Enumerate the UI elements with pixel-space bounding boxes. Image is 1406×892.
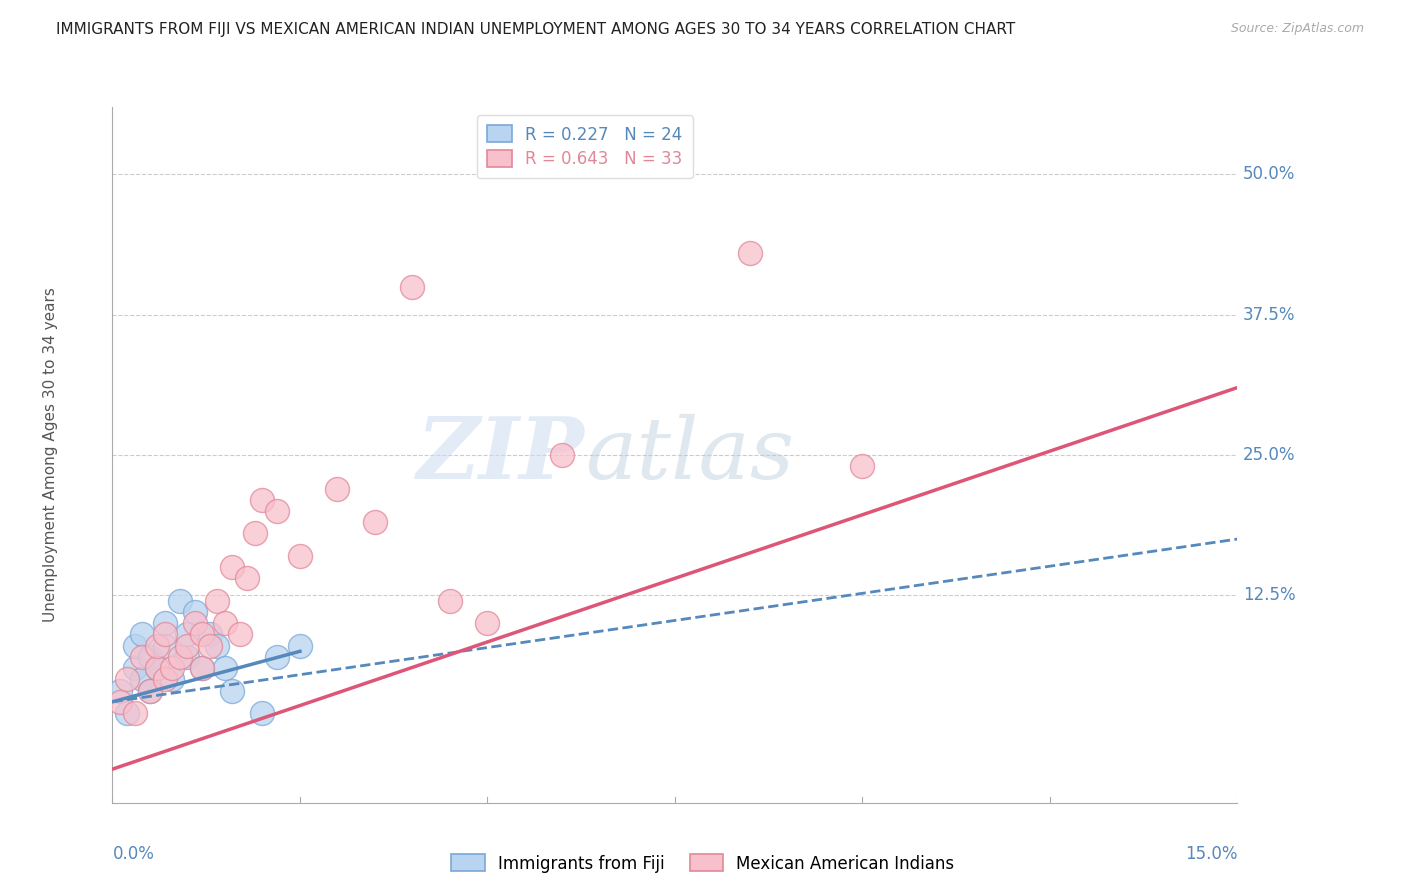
Point	[146, 661, 169, 675]
Point	[551, 448, 574, 462]
Point	[198, 639, 221, 653]
Text: 15.0%: 15.0%	[1185, 845, 1237, 863]
Text: 50.0%: 50.0%	[1243, 165, 1295, 184]
Point	[477, 616, 499, 631]
Text: 12.5%: 12.5%	[1243, 586, 1295, 604]
Point	[326, 482, 349, 496]
Point	[229, 627, 252, 641]
Point	[214, 661, 236, 675]
Point	[851, 459, 873, 474]
Point	[124, 661, 146, 675]
Point	[131, 673, 153, 687]
Point	[139, 649, 162, 664]
Point	[139, 683, 162, 698]
Legend: R = 0.227   N = 24, R = 0.643   N = 33: R = 0.227 N = 24, R = 0.643 N = 33	[477, 115, 693, 178]
Point	[153, 627, 176, 641]
Point	[198, 627, 221, 641]
Point	[214, 616, 236, 631]
Point	[153, 673, 176, 687]
Point	[184, 605, 207, 619]
Text: Source: ZipAtlas.com: Source: ZipAtlas.com	[1230, 22, 1364, 36]
Text: 37.5%: 37.5%	[1243, 306, 1295, 324]
Point	[243, 526, 266, 541]
Point	[221, 683, 243, 698]
Point	[124, 706, 146, 720]
Point	[364, 515, 387, 529]
Point	[236, 571, 259, 585]
Point	[169, 649, 191, 664]
Point	[191, 627, 214, 641]
Point	[176, 627, 198, 641]
Point	[176, 639, 198, 653]
Point	[252, 706, 274, 720]
Point	[288, 549, 311, 563]
Point	[108, 683, 131, 698]
Point	[401, 279, 423, 293]
Point	[108, 695, 131, 709]
Point	[162, 673, 184, 687]
Point	[191, 661, 214, 675]
Point	[252, 492, 274, 507]
Point	[131, 649, 153, 664]
Legend: Immigrants from Fiji, Mexican American Indians: Immigrants from Fiji, Mexican American I…	[444, 847, 962, 880]
Text: IMMIGRANTS FROM FIJI VS MEXICAN AMERICAN INDIAN UNEMPLOYMENT AMONG AGES 30 TO 34: IMMIGRANTS FROM FIJI VS MEXICAN AMERICAN…	[56, 22, 1015, 37]
Point	[288, 639, 311, 653]
Text: atlas: atlas	[585, 414, 794, 496]
Point	[139, 683, 162, 698]
Point	[117, 673, 139, 687]
Point	[124, 639, 146, 653]
Point	[169, 594, 191, 608]
Point	[146, 661, 169, 675]
Point	[184, 616, 207, 631]
Text: 25.0%: 25.0%	[1243, 446, 1295, 464]
Point	[146, 639, 169, 653]
Point	[153, 616, 176, 631]
Point	[153, 639, 176, 653]
Point	[207, 594, 229, 608]
Point	[176, 649, 198, 664]
Point	[266, 649, 288, 664]
Point	[266, 504, 288, 518]
Point	[191, 661, 214, 675]
Point	[221, 560, 243, 574]
Point	[117, 706, 139, 720]
Point	[162, 661, 184, 675]
Point	[439, 594, 461, 608]
Point	[207, 639, 229, 653]
Text: 0.0%: 0.0%	[112, 845, 155, 863]
Point	[131, 627, 153, 641]
Point	[738, 246, 761, 260]
Text: ZIP: ZIP	[418, 413, 585, 497]
Text: Unemployment Among Ages 30 to 34 years: Unemployment Among Ages 30 to 34 years	[44, 287, 58, 623]
